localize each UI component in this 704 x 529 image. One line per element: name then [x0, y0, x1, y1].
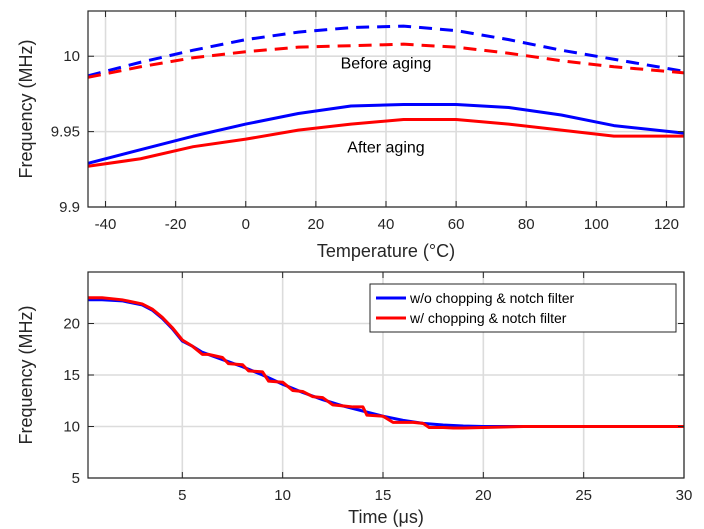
- chart-1-y-tick-label: 9.95: [51, 124, 80, 141]
- chart-2-y-tick-label: 5: [72, 470, 80, 487]
- chart-1-series-2-line: [87, 42, 685, 79]
- chart-2-x-tick-label: 20: [475, 487, 492, 504]
- chart-2-y-tick-label: 20: [63, 316, 80, 333]
- chart-2-legend-label-1: w/o chopping & notch filter: [409, 290, 575, 306]
- chart-1-y-tick-label: 9.9: [59, 199, 80, 216]
- chart-2-x-tick-label: 30: [676, 487, 693, 504]
- chart-1-x-tick-label: 0: [242, 216, 250, 233]
- chart-1-x-axis-label: Temperature (°C): [317, 241, 455, 261]
- chart-2-x-axis-label: Time (μs): [348, 507, 424, 527]
- chart-2-series-2-line: [88, 296, 684, 430]
- chart-1-annotation: After aging: [347, 140, 424, 157]
- chart-2-y-axis-label: Frequency (MHz): [16, 305, 36, 444]
- chart-2-x-tick-label: 25: [575, 487, 592, 504]
- chart-1-x-tick-label: 120: [654, 216, 679, 233]
- chart-1-x-tick-label: 80: [518, 216, 535, 233]
- chart-1-series-4-line: [87, 118, 684, 168]
- chart-2-x-tick-label: 5: [178, 487, 186, 504]
- chart-2-y-tick-label: 15: [63, 367, 80, 384]
- chart-2-legend-label-2: w/ chopping & notch filter: [409, 310, 567, 326]
- chart-1-x-tick-label: -40: [95, 216, 117, 233]
- chart-1-x-tick-label: 100: [584, 216, 609, 233]
- chart-2-x-tick-label: 10: [274, 487, 291, 504]
- chart-1-x-tick-label: 20: [308, 216, 325, 233]
- chart-1-y-axis-label: Frequency (MHz): [16, 39, 36, 178]
- chart-1-x-tick-label: 60: [448, 216, 465, 233]
- chart-1-series-3-line: [87, 102, 685, 165]
- chart-2-x-tick-label: 15: [375, 487, 392, 504]
- chart-2-legend-box: [369, 283, 677, 333]
- chart-1-x-tick-label: -20: [165, 216, 187, 233]
- chart-2-y-tick-label: 10: [63, 419, 80, 436]
- chart-1-series-1-line: [87, 24, 685, 78]
- chart-1-annotation: Before aging: [341, 55, 432, 72]
- chart-1-y-tick-label: 10: [63, 48, 80, 65]
- chart-1-x-tick-label: 40: [378, 216, 395, 233]
